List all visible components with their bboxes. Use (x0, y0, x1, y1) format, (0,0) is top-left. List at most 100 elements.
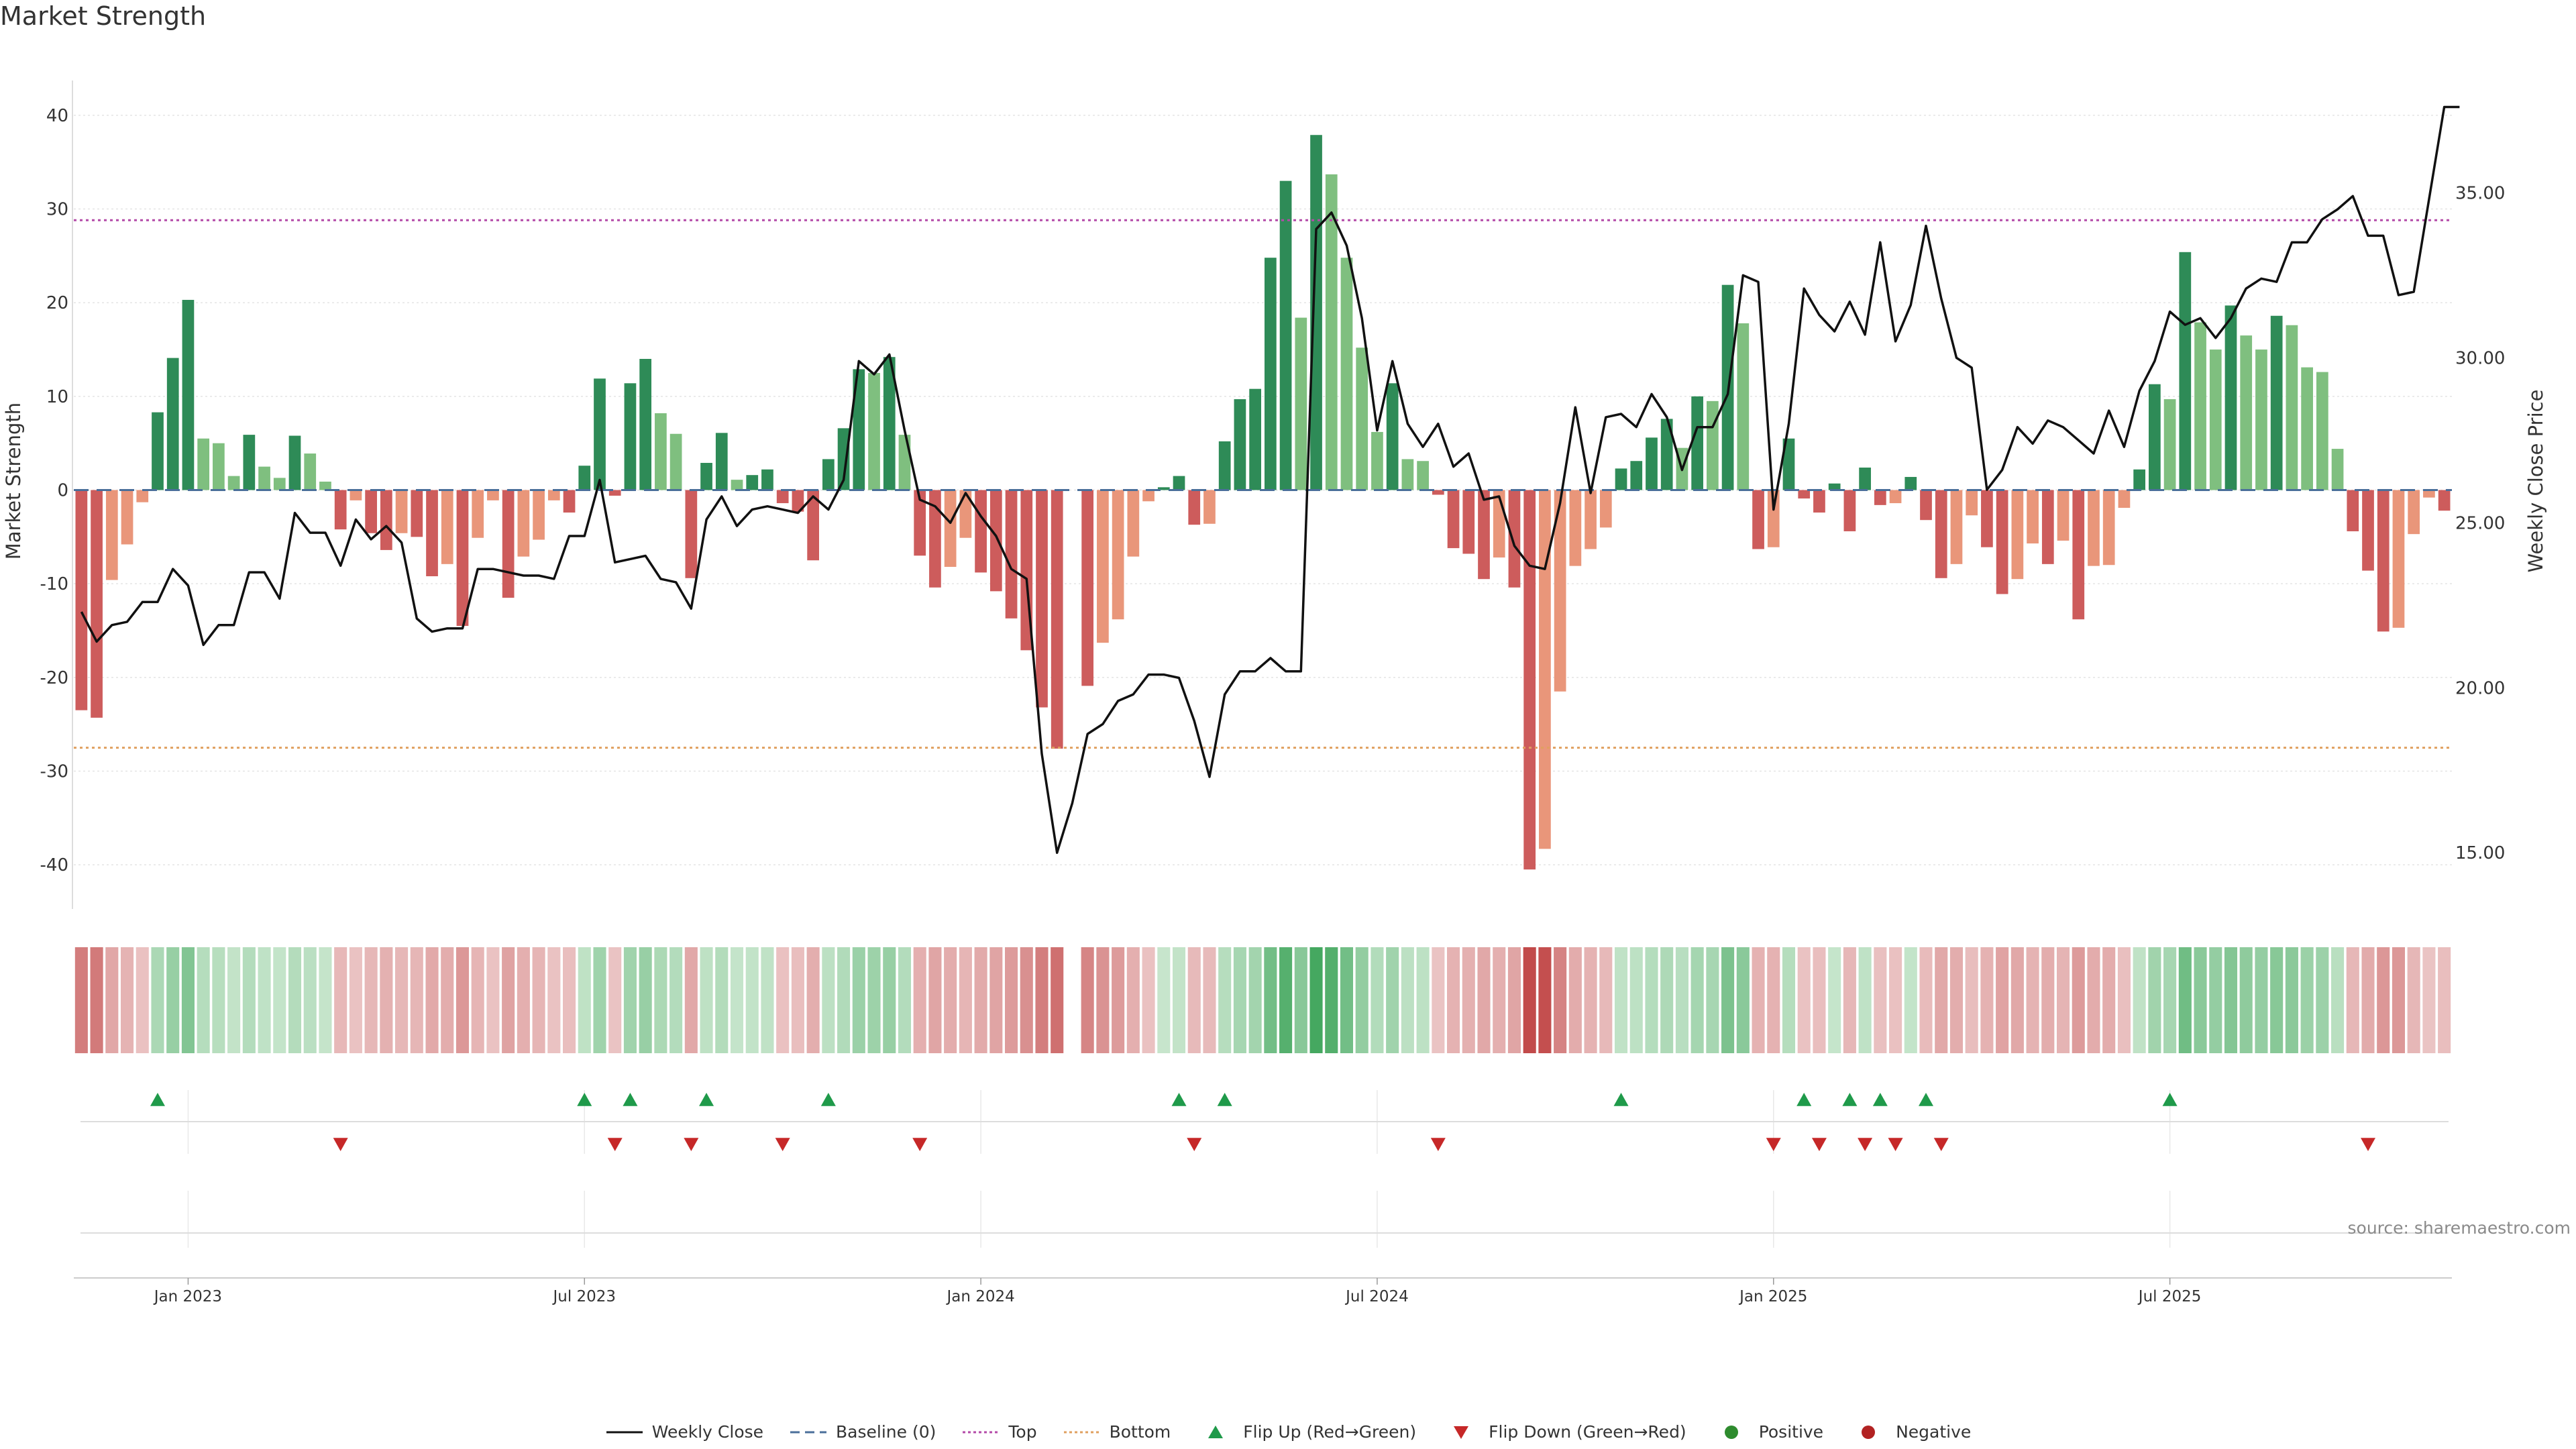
legend-label: Positive (1758, 1422, 1824, 1442)
strength-bar (2316, 372, 2328, 490)
legend-label: Flip Up (Red→Green) (1243, 1422, 1417, 1442)
heat-cell (791, 947, 804, 1053)
flip-down-marker (1811, 1138, 1827, 1151)
heat-cell (1935, 947, 1948, 1053)
heat-cell (1523, 947, 1536, 1053)
flip-down-marker (607, 1138, 623, 1151)
strength-bar (2240, 335, 2253, 490)
strength-bar (639, 359, 652, 490)
strength-bar (1554, 490, 1566, 692)
strength-bar (1843, 490, 1856, 531)
heat-cell (2224, 947, 2238, 1053)
heat-cell (455, 947, 470, 1053)
flip-down-marker (1933, 1138, 1949, 1151)
heat-cell (334, 947, 347, 1053)
heat-cell (1736, 947, 1750, 1053)
y-tick-label: 0 (57, 481, 68, 501)
flip-down-marker (1430, 1138, 1446, 1151)
heat-cell (1813, 947, 1826, 1053)
heat-cell (867, 947, 881, 1053)
flip-up-marker (577, 1093, 592, 1106)
legend-item: Weekly Close (605, 1422, 763, 1442)
strength-bar (1356, 347, 1368, 490)
flip-up-marker (1842, 1093, 1858, 1106)
y2-tick-label: 20.00 (2455, 678, 2505, 698)
legend-item: Flip Down (Green→Red) (1442, 1422, 1686, 1442)
strength-bar (288, 435, 301, 490)
strength-bar (334, 490, 347, 530)
heat-cell (1035, 947, 1049, 1053)
heat-cell (2300, 947, 2314, 1053)
heat-cell (2407, 947, 2420, 1053)
heat-cell (1782, 947, 1796, 1053)
strength-bar (1371, 431, 1383, 490)
heat-cell (227, 947, 241, 1053)
chart-title: Market Strength (0, 1, 207, 31)
heat-cell (684, 947, 698, 1053)
heat-cell (1386, 947, 1399, 1053)
strength-bar (914, 490, 926, 556)
heat-cell (1416, 947, 1430, 1053)
flip-up-marker (623, 1093, 638, 1106)
strength-bar (1097, 490, 1109, 643)
strength-bar (792, 490, 804, 512)
strength-bar (1996, 490, 2008, 594)
strength-bar (2255, 350, 2267, 490)
heat-cell (852, 947, 865, 1053)
strength-bar (426, 490, 438, 576)
strength-bar (350, 490, 362, 500)
strength-bar (1325, 174, 1338, 490)
legend-item: Flip Up (Red→Green) (1196, 1422, 1416, 1442)
heat-cell (471, 947, 484, 1053)
heat-cell (562, 947, 576, 1053)
flip-up-marker (2162, 1093, 2178, 1106)
strength-bar (776, 490, 789, 504)
legend-item: Positive (1712, 1422, 1823, 1442)
heat-cell (2392, 947, 2406, 1053)
strength-bar (1508, 490, 1521, 588)
heat-cell (2270, 947, 2284, 1053)
heat-cell (2102, 947, 2116, 1053)
strength-bar (1295, 317, 1307, 490)
strength-bar (1478, 490, 1490, 580)
heat-cell (1965, 947, 1978, 1053)
heat-cell (2361, 947, 2375, 1053)
heat-cell (1797, 947, 1811, 1053)
y-tick-label: 10 (46, 387, 68, 407)
heat-cell (1690, 947, 1704, 1053)
heat-cell (2331, 947, 2345, 1053)
strength-bar (166, 358, 179, 490)
strength-bar (1401, 459, 1414, 490)
strength-bar (1707, 400, 1719, 490)
strength-bar (2423, 490, 2435, 498)
weekly-close-line (80, 105, 2460, 854)
heat-cell (1432, 947, 1445, 1053)
heat-cell (105, 947, 119, 1053)
strength-bar (2011, 490, 2024, 580)
legend-label: Weekly Close (651, 1422, 764, 1442)
flip-down-marker (1858, 1138, 1873, 1151)
heat-cell (837, 947, 851, 1053)
heat-cell (166, 947, 180, 1053)
strength-bar (243, 435, 256, 490)
strength-bar (2377, 490, 2390, 632)
strength-bar (1646, 437, 1658, 490)
strength-bar (152, 412, 164, 490)
heat-cell (928, 947, 942, 1053)
legend-item: Bottom (1063, 1422, 1171, 1442)
strength-bar (1660, 419, 1673, 490)
strength-bar (1691, 396, 1704, 490)
strength-bar (1081, 490, 1094, 686)
heat-cell (532, 947, 545, 1053)
heat-cell (959, 947, 972, 1053)
strength-bar (1798, 490, 1811, 499)
x-tick-label: Jan 2025 (1738, 1288, 1807, 1305)
heat-cell (136, 947, 149, 1053)
strength-bar (1599, 490, 1612, 528)
strength-bar (1966, 490, 1978, 516)
heat-cell (1675, 947, 1688, 1053)
legend-label: Baseline (0) (836, 1422, 936, 1442)
strength-bar (746, 475, 759, 490)
heat-cell (212, 947, 225, 1053)
heat-cell (258, 947, 271, 1053)
